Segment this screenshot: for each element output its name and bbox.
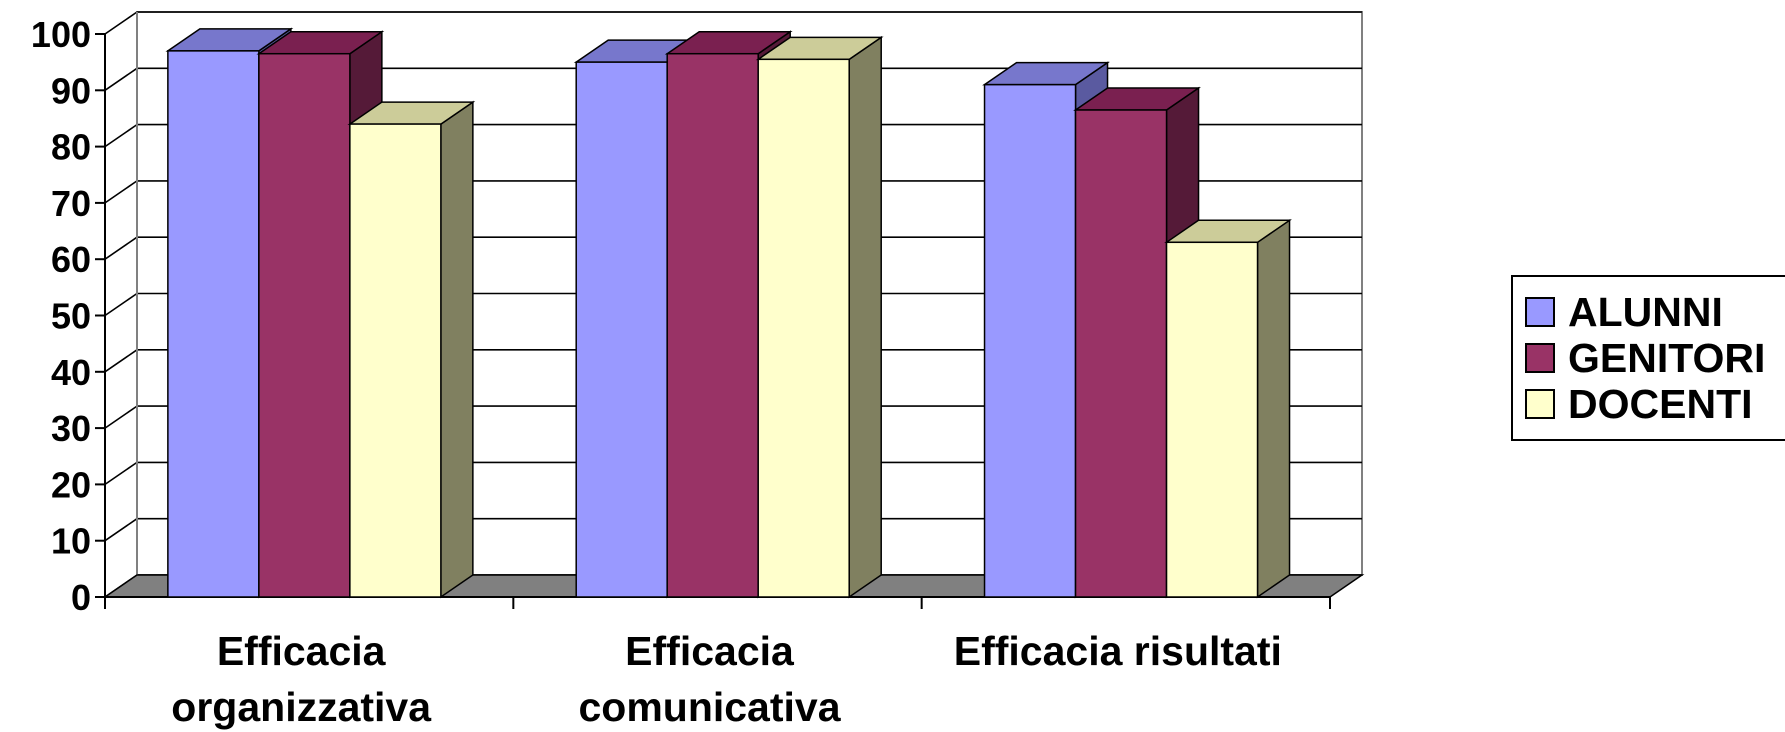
bar-docenti-0 (349, 123, 442, 598)
legend-label-docenti: DOCENTI (1568, 381, 1753, 427)
legend-label-genitori: GENITORI (1568, 335, 1765, 381)
y-tick-label: 30 (51, 408, 91, 449)
category-label: Efficacia (625, 628, 795, 674)
bar-genitori-0 (258, 52, 351, 598)
bar-alunni-2 (983, 83, 1077, 598)
gridline-side (104, 123, 138, 148)
bar-genitori-1 (666, 52, 759, 598)
legend-swatch-alunni (1525, 297, 1555, 327)
y-tick-label: 80 (51, 127, 91, 168)
gridline-side (104, 461, 138, 486)
gridline-side (104, 518, 138, 542)
bar-docenti-2 (1165, 241, 1259, 598)
y-tick-label: 100 (31, 14, 91, 55)
y-tick-label: 60 (51, 239, 91, 280)
y-tick-label: 70 (51, 183, 91, 224)
y-tick-label: 90 (51, 70, 91, 111)
gridline-side (104, 236, 138, 260)
bar-genitori-2 (1074, 109, 1168, 598)
category-label: Efficacia risultati (954, 628, 1282, 674)
gridline-side (104, 349, 138, 373)
gridline-side (104, 180, 138, 204)
gridline-side (104, 11, 138, 35)
bar-alunni-0 (167, 50, 260, 598)
legend-box (1511, 275, 1785, 441)
category-label: organizzativa (171, 684, 432, 730)
bar-side-docenti-1 (848, 35, 882, 599)
bar-side-docenti-2 (1256, 218, 1291, 599)
y-tick-label: 20 (51, 464, 91, 505)
gridline-side (104, 405, 138, 429)
y-tick-label: 40 (51, 352, 91, 393)
category-label: Efficacia (217, 628, 387, 674)
category-label: comunicativa (578, 684, 841, 730)
legend-swatch-genitori (1525, 343, 1555, 373)
y-tick-label: 10 (51, 521, 91, 562)
bar-docenti-1 (757, 58, 850, 598)
y-tick-label: 50 (51, 296, 91, 337)
gridline-side (104, 292, 138, 317)
legend-label-alunni: ALUNNI (1568, 289, 1723, 335)
bar-alunni-1 (575, 61, 668, 598)
legend-swatch-docenti (1525, 389, 1555, 419)
gridline-side (104, 67, 138, 91)
y-tick-label: 0 (71, 577, 91, 618)
bar-side-docenti-0 (440, 100, 474, 599)
